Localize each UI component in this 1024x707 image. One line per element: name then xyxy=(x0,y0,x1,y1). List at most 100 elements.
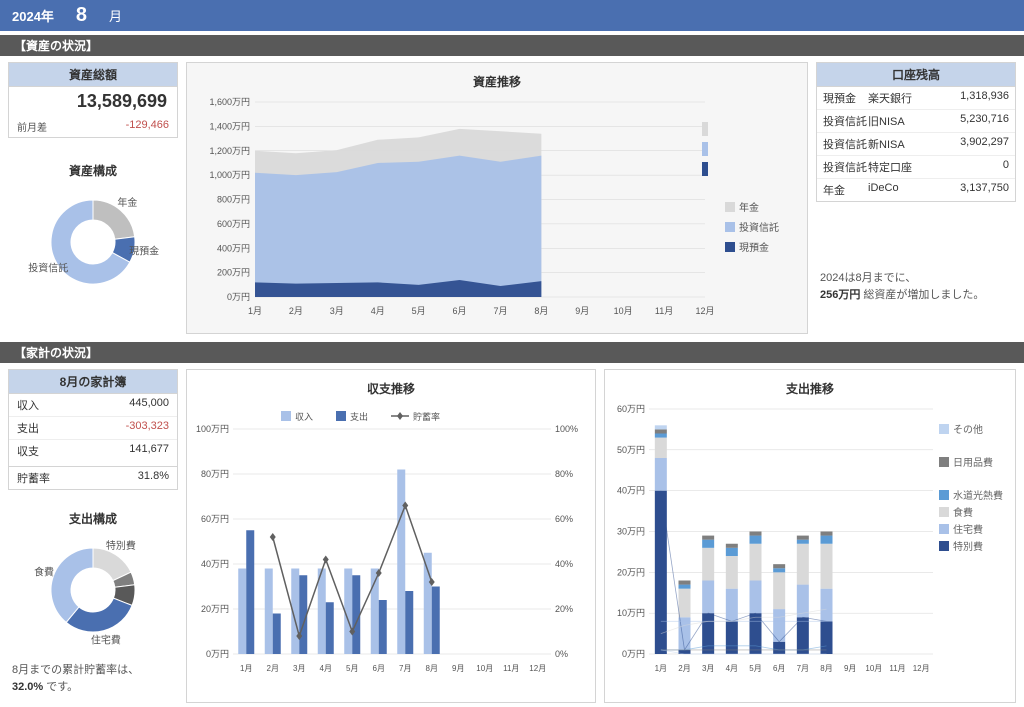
asset-dashboard: 資産総額 13,589,699 前月差 -129,466 資産構成 年金現預金投… xyxy=(0,58,1024,338)
accounts-title: 口座残高 xyxy=(817,63,1015,87)
account-row: 現預金楽天銀行1,318,936 xyxy=(817,87,1015,110)
asset-comp-donut: 年金現預金投資信託 xyxy=(8,181,178,306)
svg-text:3月: 3月 xyxy=(330,306,344,316)
svg-text:10月: 10月 xyxy=(614,306,633,316)
budget-save-row: 貯蓄率 31.8% xyxy=(9,466,177,489)
asset-note-line2: 総資産が増加しました。 xyxy=(860,289,984,301)
asset-trend-panel: 資産推移 0万円 200万円 400万円 600万円 800万円 1,000万円 1,200… xyxy=(186,62,808,334)
asset-note-line1: 2024は8月までに、 xyxy=(820,272,916,284)
account-row: 投資信託旧NISA5,230,716 xyxy=(817,110,1015,133)
svg-text:9月: 9月 xyxy=(575,306,589,316)
budget-row: 収支141,677 xyxy=(9,440,177,462)
header-month: 8 xyxy=(62,4,101,27)
section-asset-title: 【資産の状況】 xyxy=(0,35,1024,56)
svg-text:6月: 6月 xyxy=(453,306,467,316)
header-year: 2024年 xyxy=(12,6,54,25)
asset-trend-chart: 0万円 200万円 400万円 600万円 800万円 1,000万円 1,200万円 1,4… xyxy=(195,92,795,322)
account-row: 投資信託新NISA3,902,297 xyxy=(817,133,1015,156)
svg-text:0万円: 0万円 xyxy=(227,292,250,302)
asset-total-diff-row: 前月差 -129,466 xyxy=(9,116,177,137)
svg-text:12月: 12月 xyxy=(695,306,714,316)
expense-note: 8月までの累計貯蓄率は、 32.0% です。 xyxy=(8,654,178,703)
svg-text:20万円: 20万円 xyxy=(617,567,645,577)
svg-text:60万円: 60万円 xyxy=(617,404,645,414)
account-row: 年金iDeCo3,137,750 xyxy=(817,179,1015,201)
svg-text:7月: 7月 xyxy=(493,306,507,316)
svg-text:食費: 食費 xyxy=(34,565,54,578)
svg-text:20%: 20% xyxy=(555,604,573,614)
svg-text:年金: 年金 xyxy=(117,196,137,209)
svg-text:0%: 0% xyxy=(555,649,568,659)
asset-total-value: 13,589,699 xyxy=(9,87,177,116)
svg-text:住宅費: 住宅費 xyxy=(91,633,121,645)
svg-text:40万円: 40万円 xyxy=(617,486,645,496)
svg-text:貯蓄率: 貯蓄率 xyxy=(413,411,440,422)
expense-note-bold: 32.0% xyxy=(12,681,43,693)
svg-text:投資信託: 投資信託 xyxy=(739,221,779,234)
income-trend-chart: 0万円0%20万円20%40万円40%60万円60%80万円80%100万円10… xyxy=(191,399,591,679)
svg-text:現預金: 現預金 xyxy=(129,245,159,258)
header-month-suffix: 月 xyxy=(109,6,122,25)
budget-row: 収入445,000 xyxy=(9,394,177,417)
svg-text:支出: 支出 xyxy=(350,411,368,422)
svg-text:60万円: 60万円 xyxy=(201,514,229,524)
svg-text:80%: 80% xyxy=(555,469,573,479)
svg-text:60%: 60% xyxy=(555,514,573,524)
svg-text:800万円: 800万円 xyxy=(217,195,250,205)
asset-trend-title: 資産推移 xyxy=(195,67,799,92)
asset-note: 2024は8月までに、 256万円 総資産が増加しました。 xyxy=(816,262,1016,311)
expense-note-prefix: 8月までの累計貯蓄率は、 xyxy=(12,664,139,676)
budget-dashboard: 8月の家計簿 収入445,000支出-303,323収支141,677 貯蓄率 … xyxy=(0,365,1024,707)
svg-text:1,000万円: 1,000万円 xyxy=(209,170,250,180)
svg-text:0万円: 0万円 xyxy=(206,649,229,659)
asset-diff-value: -129,466 xyxy=(126,119,169,134)
budget-save-label: 貯蓄率 xyxy=(17,470,50,486)
expense-trend-legend: その他日用品費水道光熱費食費住宅費特別費 xyxy=(939,399,1007,679)
svg-text:投資信託: 投資信託 xyxy=(28,261,68,274)
asset-diff-label: 前月差 xyxy=(17,119,47,134)
svg-text:1月: 1月 xyxy=(248,306,262,316)
svg-text:40万円: 40万円 xyxy=(201,559,229,569)
svg-text:1,600万円: 1,600万円 xyxy=(209,97,250,107)
income-trend-title: 収支推移 xyxy=(191,374,591,399)
svg-text:40%: 40% xyxy=(555,559,573,569)
svg-text:1,200万円: 1,200万円 xyxy=(209,146,250,156)
expense-trend-panel: 支出推移 0万円10万円20万円30万円40万円50万円60万円1月2月3月4月… xyxy=(604,369,1016,703)
asset-comp-title: 資産構成 xyxy=(8,156,178,181)
budget-save-value: 31.8% xyxy=(138,470,169,486)
budget-title: 8月の家計簿 xyxy=(9,370,177,394)
svg-text:600万円: 600万円 xyxy=(217,219,250,229)
budget-panel: 8月の家計簿 収入445,000支出-303,323収支141,677 貯蓄率 … xyxy=(8,369,178,490)
svg-text:2月: 2月 xyxy=(289,306,303,316)
svg-text:8月: 8月 xyxy=(534,306,548,316)
svg-text:400万円: 400万円 xyxy=(217,243,250,253)
svg-text:収入: 収入 xyxy=(295,411,313,422)
asset-total-title: 資産総額 xyxy=(9,63,177,87)
svg-text:200万円: 200万円 xyxy=(217,268,250,278)
account-row: 投資信託特定口座0 xyxy=(817,156,1015,179)
svg-text:100%: 100% xyxy=(555,424,578,434)
svg-text:現預金: 現預金 xyxy=(739,241,769,254)
asset-total-panel: 資産総額 13,589,699 前月差 -129,466 xyxy=(8,62,178,138)
asset-left-col: 資産総額 13,589,699 前月差 -129,466 資産構成 年金現預金投… xyxy=(8,62,178,334)
budget-row: 支出-303,323 xyxy=(9,417,177,440)
asset-note-bold: 256万円 xyxy=(820,289,860,301)
svg-text:50万円: 50万円 xyxy=(617,445,645,455)
section-budget-title: 【家計の状況】 xyxy=(0,342,1024,363)
svg-text:5月: 5月 xyxy=(412,306,426,316)
svg-text:100万円: 100万円 xyxy=(196,424,229,434)
svg-text:80万円: 80万円 xyxy=(201,469,229,479)
svg-text:0万円: 0万円 xyxy=(622,649,645,659)
expense-comp-title: 支出構成 xyxy=(8,504,178,529)
svg-text:1,400万円: 1,400万円 xyxy=(209,121,250,131)
svg-text:10万円: 10万円 xyxy=(617,608,645,618)
header-bar: 2024年 8 月 xyxy=(0,0,1024,31)
svg-text:特別費: 特別費 xyxy=(106,539,136,552)
budget-left-col: 8月の家計簿 収入445,000支出-303,323収支141,677 貯蓄率 … xyxy=(8,369,178,703)
svg-text:11月: 11月 xyxy=(655,306,673,316)
svg-text:30万円: 30万円 xyxy=(617,527,645,537)
expense-trend-title: 支出推移 xyxy=(609,374,1011,399)
asset-right-col: 口座残高 現預金楽天銀行1,318,936投資信託旧NISA5,230,716投… xyxy=(816,62,1016,334)
expense-trend-chart: 0万円10万円20万円30万円40万円50万円60万円1月2月3月4月5月6月7… xyxy=(609,399,939,679)
accounts-panel: 口座残高 現預金楽天銀行1,318,936投資信託旧NISA5,230,716投… xyxy=(816,62,1016,202)
